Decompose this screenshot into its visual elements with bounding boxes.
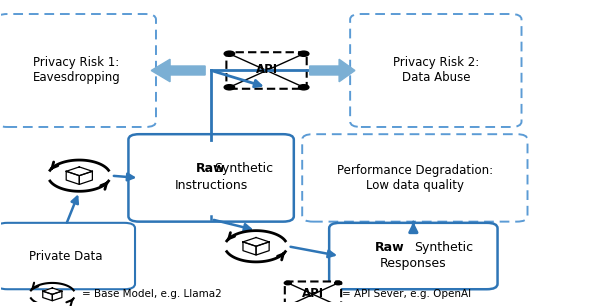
FancyBboxPatch shape — [226, 52, 306, 89]
Polygon shape — [243, 237, 269, 246]
Polygon shape — [43, 288, 62, 294]
FancyBboxPatch shape — [350, 14, 521, 127]
FancyArrow shape — [309, 59, 355, 82]
Text: Raw: Raw — [196, 162, 226, 175]
Polygon shape — [66, 171, 79, 185]
Circle shape — [299, 85, 309, 90]
Polygon shape — [243, 242, 256, 255]
Circle shape — [224, 85, 235, 90]
FancyBboxPatch shape — [285, 282, 341, 306]
Polygon shape — [43, 291, 52, 301]
Polygon shape — [52, 291, 62, 301]
Polygon shape — [79, 171, 92, 185]
Text: = API Sever, e.g. OpenAI: = API Sever, e.g. OpenAI — [342, 289, 471, 299]
Circle shape — [284, 281, 291, 285]
Text: API: API — [255, 63, 278, 76]
Circle shape — [335, 304, 342, 306]
Text: Privacy Risk 2:
Data Abuse: Privacy Risk 2: Data Abuse — [393, 57, 479, 84]
FancyArrow shape — [151, 59, 205, 82]
FancyBboxPatch shape — [128, 134, 294, 222]
Text: = Base Model, e.g. Llama2: = Base Model, e.g. Llama2 — [82, 289, 222, 299]
FancyBboxPatch shape — [0, 14, 156, 127]
Text: Instructions: Instructions — [175, 179, 248, 192]
FancyBboxPatch shape — [0, 223, 135, 289]
FancyBboxPatch shape — [302, 134, 527, 222]
Polygon shape — [66, 167, 92, 176]
Text: Raw: Raw — [374, 241, 404, 254]
Text: Responses: Responses — [380, 257, 447, 270]
Text: Private Data: Private Data — [29, 249, 102, 263]
Text: Performance Degradation:
Low data quality: Performance Degradation: Low data qualit… — [337, 164, 493, 192]
Text: Synthetic: Synthetic — [214, 162, 274, 175]
Text: Privacy Risk 1:
Eavesdropping: Privacy Risk 1: Eavesdropping — [33, 57, 120, 84]
Circle shape — [284, 304, 291, 306]
Text: Synthetic: Synthetic — [414, 241, 473, 254]
Text: API: API — [302, 287, 324, 300]
FancyBboxPatch shape — [329, 223, 497, 289]
Circle shape — [224, 51, 235, 56]
Polygon shape — [256, 242, 269, 255]
Circle shape — [335, 281, 342, 285]
Circle shape — [299, 51, 309, 56]
